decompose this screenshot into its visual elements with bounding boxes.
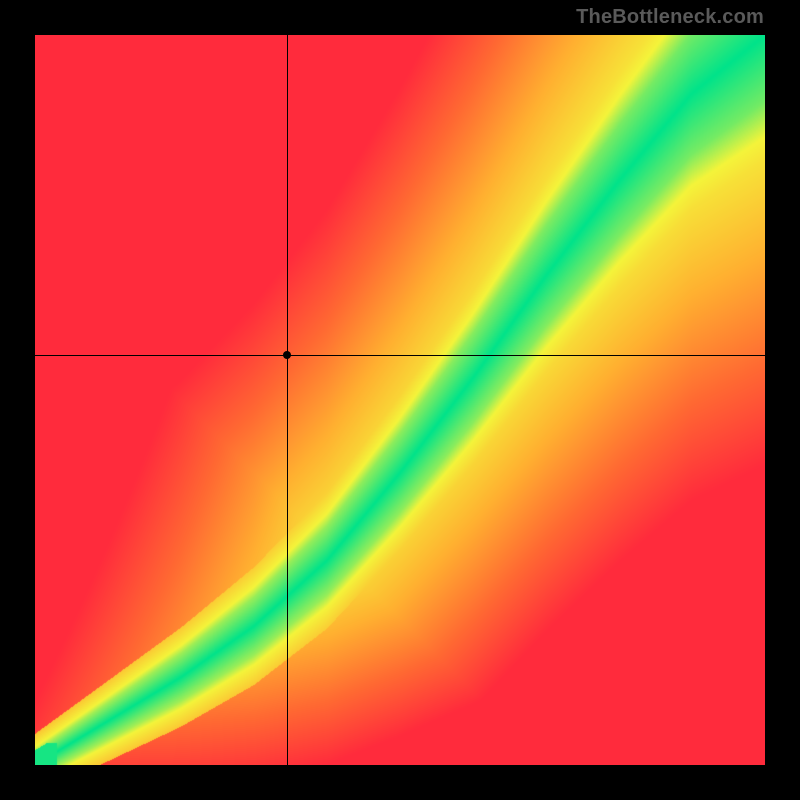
crosshair-horizontal bbox=[35, 355, 765, 356]
watermark-text: TheBottleneck.com bbox=[576, 6, 764, 29]
heatmap-canvas bbox=[35, 35, 765, 765]
crosshair-vertical bbox=[287, 35, 288, 765]
crosshair-marker bbox=[283, 351, 291, 359]
heatmap-plot bbox=[35, 35, 765, 765]
